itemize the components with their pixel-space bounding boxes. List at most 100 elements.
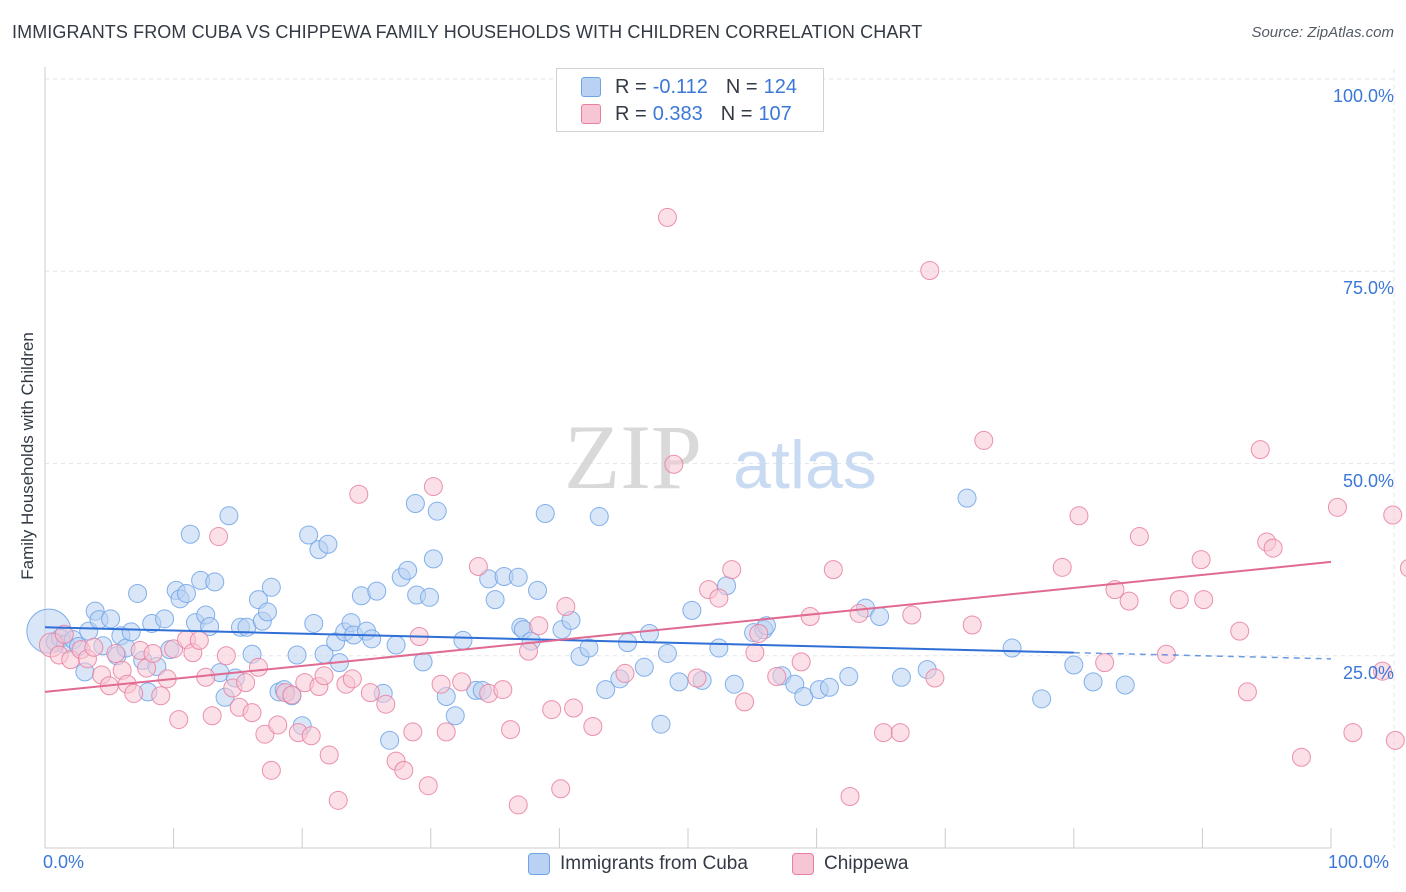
point-cuba: [205, 572, 225, 592]
point-chippewa: [328, 790, 348, 810]
legend-row-chippewa: R = 0.383 N = 107: [581, 102, 792, 126]
legend-swatch-chippewa: [581, 104, 601, 124]
point-cuba: [304, 613, 324, 633]
x-tick-label-min: 0.0%: [43, 852, 85, 872]
point-cuba: [1083, 672, 1103, 692]
point-chippewa: [551, 779, 571, 799]
point-chippewa: [255, 724, 275, 744]
point-chippewa: [519, 641, 539, 661]
point-cuba: [386, 635, 406, 655]
point-chippewa: [564, 698, 584, 718]
point-cuba: [155, 609, 175, 629]
point-cuba: [669, 672, 689, 692]
point-chippewa: [749, 623, 769, 643]
n-label: N =: [720, 102, 753, 125]
point-chippewa: [823, 560, 843, 580]
point-cuba: [870, 607, 890, 627]
point-chippewa: [1069, 506, 1089, 526]
point-chippewa: [722, 560, 742, 580]
point-chippewa: [236, 673, 256, 693]
point-chippewa: [403, 722, 423, 742]
r-label: R =: [615, 102, 647, 125]
point-cuba: [1002, 638, 1022, 658]
point-cuba: [380, 730, 400, 750]
point-chippewa: [615, 663, 635, 683]
point-chippewa: [493, 680, 513, 700]
point-chippewa: [54, 624, 74, 644]
legend-swatch-chippewa: [792, 853, 814, 875]
point-cuba: [639, 623, 659, 643]
point-chippewa: [709, 588, 729, 608]
series-legend-chippewa: Chippewa: [792, 851, 909, 877]
source-label: Source: ZipAtlas.com: [1251, 24, 1394, 41]
y-tick-label: 100.0%: [1332, 86, 1394, 106]
point-cuba: [682, 600, 702, 620]
point-chippewa: [920, 260, 940, 280]
point-cuba: [1064, 655, 1084, 675]
point-cuba: [724, 674, 744, 694]
point-chippewa: [248, 657, 268, 677]
n-value-chippewa: 107: [758, 102, 792, 125]
point-cuba: [427, 501, 447, 521]
point-cuba: [657, 643, 677, 663]
point-chippewa: [1169, 590, 1189, 610]
point-chippewa: [735, 692, 755, 712]
point-cuba: [535, 503, 555, 523]
point-chippewa: [436, 722, 456, 742]
point-chippewa: [124, 683, 144, 703]
point-chippewa: [1343, 723, 1363, 743]
point-cuba: [121, 622, 141, 642]
point-chippewa: [1291, 747, 1311, 767]
point-chippewa: [360, 683, 380, 703]
point-cuba: [257, 602, 277, 622]
n-value-cuba: 124: [763, 75, 797, 98]
watermark: ZIP atlas: [564, 406, 877, 508]
x-tick-label-max: 100.0%: [1328, 852, 1390, 872]
point-chippewa: [687, 668, 707, 688]
point-cuba: [596, 680, 616, 700]
point-chippewa: [1119, 591, 1139, 611]
point-chippewa: [169, 710, 189, 730]
point-cuba: [579, 638, 599, 658]
point-chippewa: [319, 745, 339, 765]
point-chippewa: [664, 454, 684, 474]
point-chippewa: [1383, 505, 1403, 525]
point-cuba: [819, 677, 839, 697]
point-cuba: [839, 667, 859, 687]
point-chippewa: [314, 666, 334, 686]
point-chippewa: [216, 646, 236, 666]
point-cuba: [405, 493, 425, 513]
point-cuba: [101, 609, 121, 629]
point-chippewa: [468, 557, 488, 577]
point-chippewa: [962, 615, 982, 635]
point-chippewa: [745, 643, 765, 663]
point-cuba: [287, 645, 307, 665]
point-chippewa: [583, 716, 603, 736]
point-chippewa: [1263, 538, 1283, 558]
point-chippewa: [1052, 557, 1072, 577]
r-value-chippewa: 0.383: [652, 102, 703, 125]
point-cuba: [362, 629, 382, 649]
gridlines: [45, 69, 1395, 848]
watermark-atlas: atlas: [733, 427, 877, 503]
point-cuba: [423, 549, 443, 569]
chart-title: IMMIGRANTS FROM CUBA VS CHIPPEWA FAMILY …: [12, 22, 923, 42]
point-chippewa: [925, 668, 945, 688]
point-cuba: [176, 583, 196, 603]
trend-lines: [44, 560, 1332, 693]
point-cuba: [709, 638, 729, 658]
point-chippewa: [452, 672, 472, 692]
point-cuba: [485, 590, 505, 610]
point-chippewa: [974, 430, 994, 450]
point-chippewa: [349, 484, 369, 504]
point-chippewa: [202, 706, 222, 726]
point-chippewa: [791, 652, 811, 672]
point-cuba: [528, 580, 548, 600]
point-chippewa: [418, 776, 438, 796]
point-chippewa: [1095, 653, 1115, 673]
axes: [44, 67, 1332, 849]
point-chippewa: [800, 607, 820, 627]
point-chippewa: [423, 477, 443, 497]
point-cuba: [634, 657, 654, 677]
